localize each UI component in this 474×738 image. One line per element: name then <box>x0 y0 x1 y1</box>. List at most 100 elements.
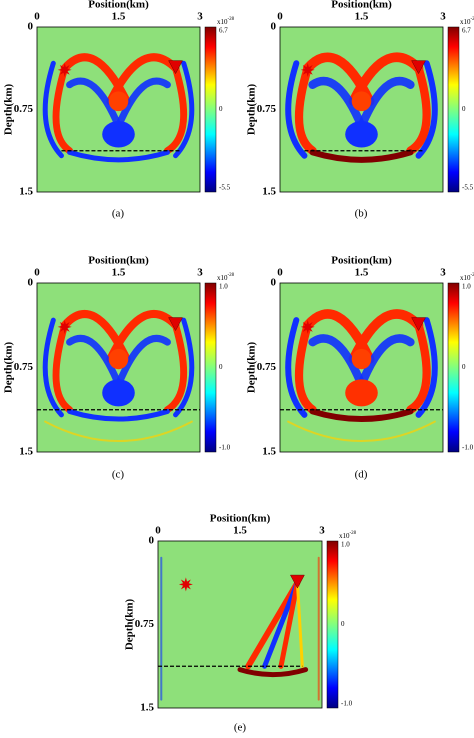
wavefield-event <box>67 408 170 422</box>
colorbar <box>204 282 217 453</box>
panel: Position(km) 0 1.5 3 Depth(km) 0 0.75 1.5 x10-28… <box>246 0 474 220</box>
colorbar-tick-label: 1.0 <box>219 283 228 291</box>
colorbar-tick-label: 1.0 <box>341 541 350 549</box>
wavefield-blob <box>351 91 372 112</box>
x-tick-label: 0 <box>277 11 283 23</box>
wavefield-event <box>348 52 424 107</box>
x-tick-label: 1.5 <box>112 267 126 279</box>
colorbar-tick-label: 0 <box>462 363 466 371</box>
panel: Position(km) 0 1.5 3 Depth(km) 0 0.75 1.5 x10-28… <box>124 513 357 734</box>
wavefield-event <box>285 317 308 418</box>
y-tick-label: 1.5 <box>140 702 154 714</box>
colorbar-base: x10 <box>339 532 350 540</box>
caption: (d) <box>355 469 368 481</box>
receiver-marker <box>411 60 426 75</box>
axes-frame <box>279 282 444 453</box>
axes-frame <box>157 540 323 709</box>
colorbar-tick-label: 0 <box>462 105 466 113</box>
y-tick-label: 0.75 <box>14 103 34 115</box>
source-marker <box>300 62 315 77</box>
source-marker <box>57 319 72 334</box>
source-marker <box>57 62 72 77</box>
caption: (e) <box>234 722 247 734</box>
y-tick-label: 0 <box>271 21 277 33</box>
x-tick-label: 1.5 <box>233 525 247 537</box>
receiver-marker <box>411 317 426 332</box>
wavefield-event <box>415 60 438 159</box>
y-axis-label: Depth(km) <box>3 342 15 394</box>
wavefield-blob <box>108 348 129 370</box>
colorbar-scale: x10-28 <box>460 17 474 25</box>
receiver-marker <box>168 60 183 75</box>
x-axis-label: Position(km) <box>88 255 149 267</box>
colorbar-tick-label: -5.5 <box>462 184 474 192</box>
receiver-marker <box>289 574 305 589</box>
y-tick-label: 0.75 <box>14 361 34 373</box>
colorbar-tick-label: -1.0 <box>219 444 231 452</box>
colorbar-tick-label: 0 <box>219 105 223 113</box>
x-tick-label: 3 <box>440 11 446 23</box>
wavefield-event <box>309 149 414 163</box>
wavefield-event <box>309 408 414 422</box>
wavefield-blob <box>345 121 378 148</box>
wavefield-event <box>287 420 436 442</box>
wavefield-blob <box>102 121 135 148</box>
wavefield-event <box>42 60 64 159</box>
caption: (a) <box>112 208 125 220</box>
colorbar-scale: x10-28 <box>217 273 235 281</box>
colorbar <box>447 282 460 453</box>
wavefield-event <box>294 64 317 155</box>
wavefield-blob <box>345 379 378 407</box>
wavefield-blob <box>102 379 135 407</box>
y-tick-label: 1.5 <box>19 186 33 198</box>
wavefield-event <box>52 321 74 414</box>
y-axis-label: Depth(km) <box>246 84 258 136</box>
caption: (b) <box>355 208 368 220</box>
wavefield-event <box>173 317 195 418</box>
y-tick-label: 0 <box>149 535 155 547</box>
y-axis-label: Depth(km) <box>246 342 258 394</box>
wavefield-event <box>173 60 195 159</box>
colorbar-tick-label: 0 <box>341 620 345 628</box>
wavefield-event <box>308 76 366 131</box>
y-tick-label: 0 <box>28 21 34 33</box>
source-marker <box>178 577 193 592</box>
wavefield-image <box>160 556 320 701</box>
x-axis-label: Position(km) <box>331 0 392 11</box>
colorbar-tick-label: -1.0 <box>462 444 474 452</box>
wavefield-event <box>278 580 300 669</box>
colorbar-tick-label: 1.0 <box>462 283 471 291</box>
wavefield-event <box>163 64 188 155</box>
wavefield-event <box>237 667 309 678</box>
x-tick-label: 3 <box>319 525 325 537</box>
y-tick-label: 0 <box>28 277 34 289</box>
x-tick-label: 3 <box>197 11 203 23</box>
x-axis-label: Position(km) <box>88 0 149 11</box>
receiver-marker <box>168 317 183 332</box>
x-tick-label: 1.5 <box>112 11 126 23</box>
x-tick-label: 0 <box>155 525 161 537</box>
colorbar <box>447 26 460 193</box>
wavefield-event <box>67 149 170 163</box>
colorbar-base: x10 <box>460 274 471 282</box>
axes-frame <box>36 282 201 453</box>
colorbar-tick-label: 6.7 <box>462 27 471 35</box>
wavefield-event <box>42 317 64 418</box>
wavefield-event <box>348 309 424 364</box>
wavefield-background <box>158 541 322 708</box>
colorbar-exponent: -28 <box>228 17 235 22</box>
wavefield-event <box>262 580 300 669</box>
axes-frame <box>279 26 444 193</box>
wavefield-event <box>295 581 304 668</box>
wavefield-event <box>308 334 366 389</box>
x-tick-label: 3 <box>197 267 203 279</box>
wavefield-blob <box>351 348 372 370</box>
colorbar-exponent: -28 <box>471 17 474 22</box>
wavefield-event <box>406 321 431 414</box>
wavefield-event <box>357 76 415 131</box>
caption: (c) <box>112 469 125 481</box>
colorbar-base: x10 <box>217 18 228 26</box>
x-axis-label: Position(km) <box>331 255 392 267</box>
wavefield-event <box>406 64 431 155</box>
